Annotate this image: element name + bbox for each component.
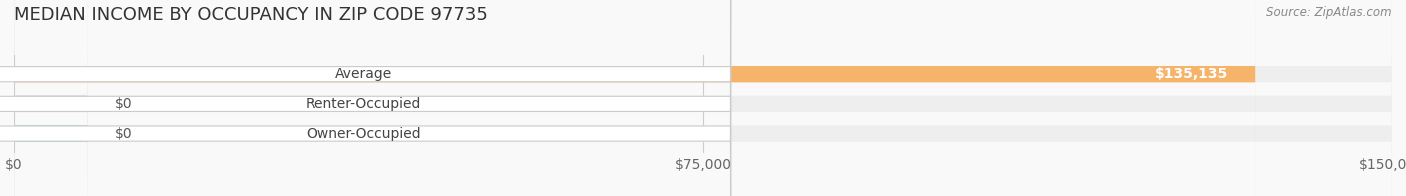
Text: Average: Average [335, 67, 392, 81]
FancyBboxPatch shape [14, 0, 1392, 196]
FancyBboxPatch shape [0, 0, 731, 196]
Text: MEDIAN INCOME BY OCCUPANCY IN ZIP CODE 97735: MEDIAN INCOME BY OCCUPANCY IN ZIP CODE 9… [14, 6, 488, 24]
FancyBboxPatch shape [14, 0, 87, 196]
FancyBboxPatch shape [14, 0, 87, 196]
FancyBboxPatch shape [0, 0, 731, 196]
Text: Source: ZipAtlas.com: Source: ZipAtlas.com [1267, 6, 1392, 19]
FancyBboxPatch shape [14, 0, 1392, 196]
FancyBboxPatch shape [14, 0, 1256, 196]
Text: Renter-Occupied: Renter-Occupied [305, 97, 420, 111]
FancyBboxPatch shape [0, 0, 731, 196]
Text: $0: $0 [115, 97, 132, 111]
FancyBboxPatch shape [14, 0, 1392, 196]
Text: Owner-Occupied: Owner-Occupied [307, 127, 420, 141]
Text: $135,135: $135,135 [1154, 67, 1227, 81]
Text: $0: $0 [115, 127, 132, 141]
